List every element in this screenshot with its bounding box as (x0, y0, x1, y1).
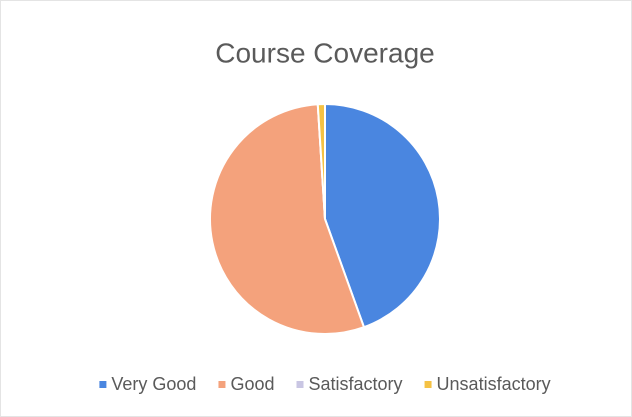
legend-label: Very Good (111, 374, 196, 394)
pie-slice (316, 102, 326, 220)
pie-slice (324, 102, 441, 329)
legend-swatch (424, 381, 432, 388)
legend-swatch (296, 381, 304, 388)
legend-label: Unsatisfactory (437, 374, 551, 394)
legend-label: Good (230, 374, 274, 394)
legend-swatch (218, 381, 226, 388)
legend-label: Satisfactory (309, 374, 403, 394)
chart-title: Course Coverage (215, 37, 434, 68)
pie-slice (209, 103, 366, 335)
legend-swatch (99, 381, 107, 388)
